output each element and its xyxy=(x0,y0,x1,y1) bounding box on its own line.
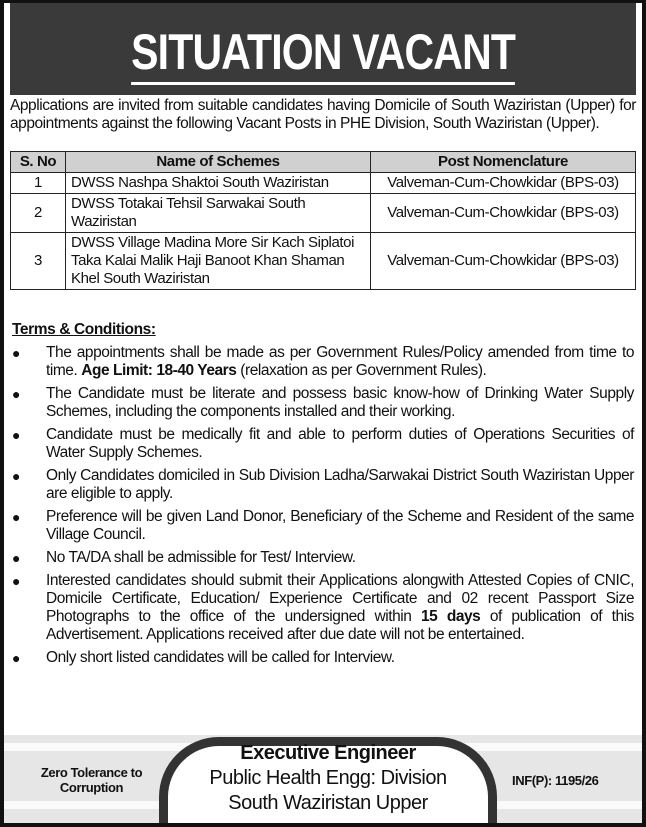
table-row: 2 DWSS Totakai Tehsil Sarwakai South Waz… xyxy=(10,193,636,233)
bullet-icon: ● xyxy=(12,509,21,525)
terms-list: ● The appointments shall be made as per G… xyxy=(10,344,634,672)
term-emphasis: Age Limit: 18-40 Years xyxy=(81,362,237,379)
office-line-2: South Waziristan Upper xyxy=(228,792,428,814)
term-item: ● Interested candidates should submit the… xyxy=(10,572,634,644)
term-text: Interested candidates should submit thei… xyxy=(46,572,634,625)
cell-sno: 2 xyxy=(10,193,66,233)
cell-sno: 1 xyxy=(10,172,66,194)
term-text: Candidate must be medically fit and able… xyxy=(46,426,634,461)
table-row: 3 DWSS Village Madina More Sir Kach Sipl… xyxy=(10,232,636,290)
bullet-icon: ● xyxy=(12,573,21,589)
bullet-icon: ● xyxy=(12,427,21,443)
bullet-icon: ● xyxy=(12,386,21,402)
table-header-row: S. No Name of Schemes Post Nomenclature xyxy=(10,151,636,173)
reference-number: INF(P): 1195/26 xyxy=(512,773,599,788)
cell-scheme: DWSS Village Madina More Sir Kach Siplat… xyxy=(65,232,371,290)
term-item: ● The Candidate must be literate and poss… xyxy=(10,385,634,421)
cell-sno: 3 xyxy=(10,232,66,290)
intro-text: Applications are invited from suitable c… xyxy=(10,97,636,132)
slogan: Zero Tolerance to Corruption xyxy=(40,765,143,795)
term-item: ● Only Candidates domiciled in Sub Divisi… xyxy=(10,467,634,503)
footer: Executive Engineer Public Health Engg: D… xyxy=(4,735,642,823)
cell-post: Valveman-Cum-Chowkidar (BPS-03) xyxy=(370,232,636,290)
term-text: The appointments shall be made as per Go… xyxy=(46,344,634,379)
term-item: ● Only short listed candidates will be ca… xyxy=(10,649,634,667)
term-text: Only Candidates domiciled in Sub Divisio… xyxy=(46,467,634,502)
term-text: of publication of this Advertisement. Ap… xyxy=(46,608,634,643)
col-header-post: Post Nomenclature xyxy=(370,151,636,173)
signatory-block: Executive Engineer Public Health Engg: D… xyxy=(159,741,497,816)
office-line-1: Public Health Engg: Division xyxy=(209,767,447,789)
signature-arch xyxy=(159,737,497,823)
table-row: 1 DWSS Nashpa Shaktoi South Waziristan V… xyxy=(10,172,636,194)
cell-post: Valveman-Cum-Chowkidar (BPS-03) xyxy=(370,193,636,233)
vacancy-table: S. No Name of Schemes Post Nomenclature … xyxy=(10,151,636,290)
ad-title: SITUATION VACANT xyxy=(131,24,516,85)
term-text: (relaxation as per Government Rules). xyxy=(236,362,487,379)
term-item: ● The appointments shall be made as per G… xyxy=(10,344,634,380)
bullet-icon: ● xyxy=(12,550,21,566)
term-text: The Candidate must be literate and posse… xyxy=(46,385,634,420)
header-banner: SITUATION VACANT xyxy=(10,3,636,95)
terms-heading: Terms & Conditions: xyxy=(12,321,156,338)
col-header-sno: S. No xyxy=(10,151,66,173)
col-header-scheme: Name of Schemes xyxy=(65,151,371,173)
bullet-icon: ● xyxy=(12,468,21,484)
designation: Executive Engineer xyxy=(240,742,416,764)
term-text: Preference will be given Land Donor, Ben… xyxy=(46,508,634,543)
cell-scheme: DWSS Totakai Tehsil Sarwakai South Wazir… xyxy=(65,193,371,233)
bullet-icon: ● xyxy=(12,345,21,361)
bullet-icon: ● xyxy=(12,650,21,666)
cell-scheme: DWSS Nashpa Shaktoi South Waziristan xyxy=(65,172,371,194)
term-item: ● Preference will be given Land Donor, Be… xyxy=(10,508,634,544)
term-item: ● No TA/DA shall be admissible for Test/ … xyxy=(10,549,634,567)
term-text: Only short listed candidates will be cal… xyxy=(46,649,395,666)
term-text: No TA/DA shall be admissible for Test/ I… xyxy=(46,549,356,566)
cell-post: Valveman-Cum-Chowkidar (BPS-03) xyxy=(370,172,636,194)
term-emphasis: 15 days xyxy=(420,608,481,625)
term-item: ● Candidate must be medically fit and abl… xyxy=(10,426,634,462)
